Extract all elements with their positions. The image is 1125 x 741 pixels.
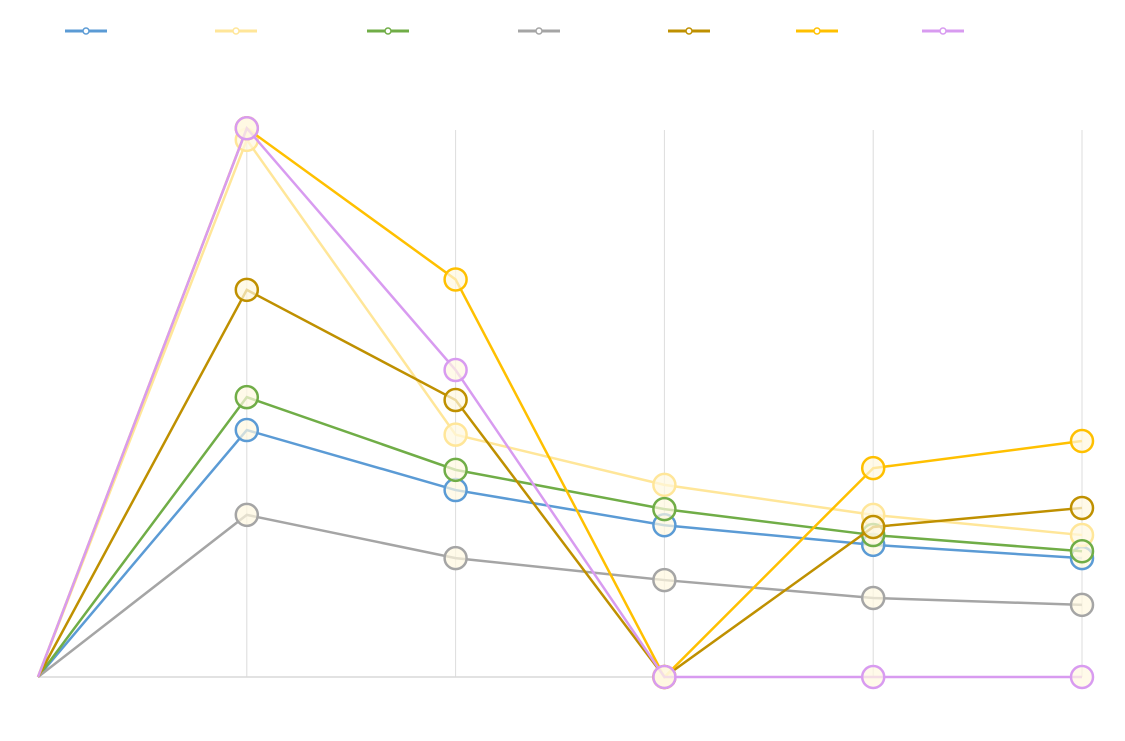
series-line — [37, 428, 1083, 678]
series-line — [36, 126, 1083, 680]
data-point — [860, 514, 886, 540]
data-point — [443, 387, 468, 413]
data-point — [443, 422, 468, 447]
legend-marker — [384, 27, 392, 35]
data-point — [1069, 592, 1095, 618]
series-line — [36, 395, 1083, 678]
data-point — [443, 267, 468, 292]
series-line — [36, 288, 1083, 679]
legend-marker — [813, 27, 821, 35]
data-point — [443, 477, 468, 503]
data-point — [652, 496, 677, 522]
data-point — [1069, 664, 1095, 690]
data-point — [234, 277, 260, 303]
data-point — [652, 664, 677, 690]
legend-marker — [939, 27, 947, 35]
data-point — [234, 417, 260, 443]
series-line — [37, 513, 1083, 678]
data-point — [1069, 428, 1095, 454]
series-line — [36, 137, 1083, 678]
legend-marker — [535, 27, 543, 35]
data-point — [443, 457, 468, 483]
data-point — [652, 472, 677, 498]
legend-marker — [82, 27, 90, 35]
data-point — [1069, 538, 1095, 564]
data-point — [1069, 495, 1095, 521]
data-point — [860, 585, 886, 611]
data-point — [234, 384, 260, 410]
data-point — [652, 567, 677, 593]
data-point — [234, 502, 260, 528]
data-point — [234, 116, 260, 141]
legend-marker — [232, 27, 240, 35]
data-point — [860, 455, 886, 481]
data-point — [443, 357, 468, 383]
data-point — [443, 545, 468, 571]
data-point — [860, 664, 886, 690]
series-line — [36, 125, 1082, 679]
legend-marker — [685, 27, 693, 35]
